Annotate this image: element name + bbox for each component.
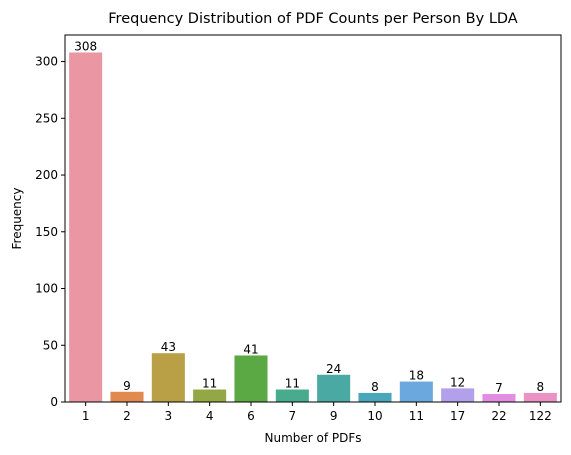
bar-11 [399,381,433,402]
y-axis: 0 50 100 150 200 250 300 [35,55,65,409]
x-tick-label-3: 3 [165,409,173,423]
data-label-122: 8 [537,380,545,394]
y-tick-label-200: 200 [35,168,58,182]
x-tick-label-17: 17 [450,409,465,423]
data-label-1: 308 [74,39,97,53]
x-tick-label-7: 7 [289,409,297,423]
data-label-17: 12 [450,375,465,389]
bar-17 [441,388,475,402]
data-labels-layer: 308 9 43 11 41 11 24 8 18 12 7 8 [74,39,544,395]
x-axis: 1 2 3 4 6 7 9 10 11 17 22 122 [82,402,552,423]
bar-7 [275,389,309,402]
x-tick-label-1: 1 [82,409,90,423]
y-tick-label-250: 250 [35,111,58,125]
data-label-11: 18 [409,369,424,383]
data-label-3: 43 [161,340,176,354]
data-label-9: 24 [326,362,341,376]
bar-6 [234,355,268,402]
data-label-4: 11 [202,377,217,391]
bar-4 [193,389,227,402]
bars-layer [69,52,557,402]
bar-2 [110,391,144,402]
data-label-2: 9 [123,379,131,393]
y-tick-label-0: 0 [50,395,58,409]
bar-10 [358,392,392,402]
x-tick-label-22: 22 [491,409,506,423]
bar-22 [482,394,516,402]
bar-1 [69,52,103,402]
bar-3 [151,353,185,402]
x-tick-label-4: 4 [206,409,214,423]
x-tick-label-2: 2 [123,409,131,423]
bar-9 [317,374,351,402]
x-tick-label-6: 6 [247,409,255,423]
bar-122 [523,392,557,402]
x-tick-label-122: 122 [529,409,552,423]
chart-title: Frequency Distribution of PDF Counts per… [108,11,518,27]
y-tick-label-300: 300 [35,55,58,69]
data-label-6: 41 [243,342,258,356]
x-tick-label-9: 9 [330,409,338,423]
x-tick-label-11: 11 [409,409,424,423]
x-tick-label-10: 10 [367,409,382,423]
data-label-22: 7 [495,381,503,395]
x-axis-label: Number of PDFs [264,431,361,445]
y-tick-label-50: 50 [43,338,58,352]
y-tick-label-100: 100 [35,282,58,296]
plot-frame [64,34,562,403]
data-label-10: 8 [371,380,379,394]
y-tick-label-150: 150 [35,225,58,239]
y-axis-label: Frequency [10,188,24,250]
data-label-7: 11 [285,377,300,391]
